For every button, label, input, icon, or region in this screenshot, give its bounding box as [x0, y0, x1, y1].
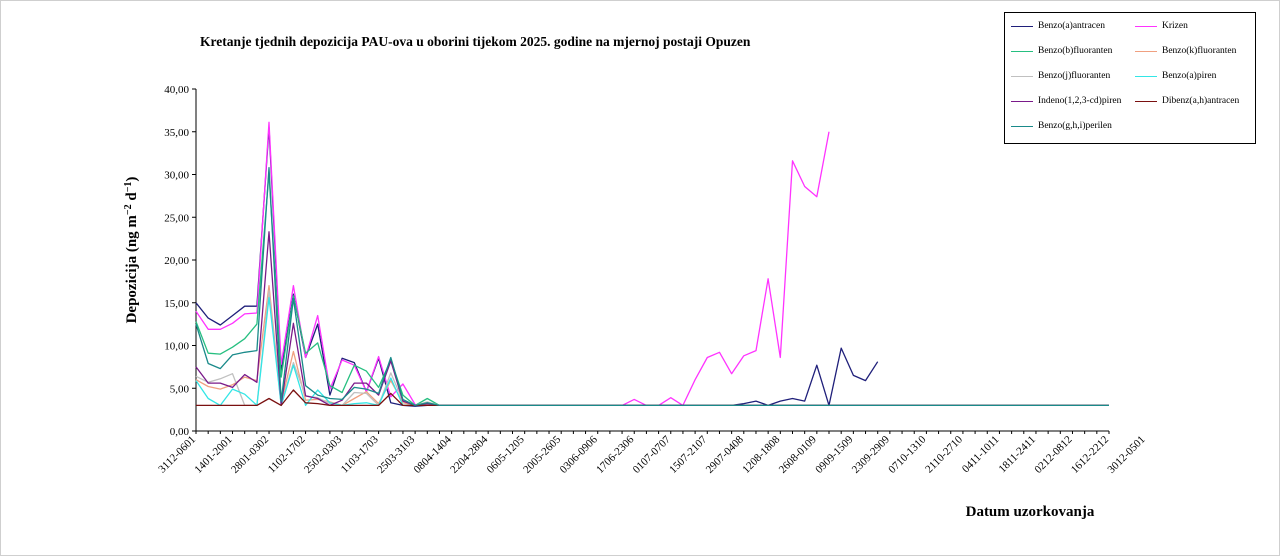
- legend-label: Benzo(j)fluoranten: [1038, 71, 1111, 81]
- legend-label: Indeno(1,2,3-cd)piren: [1038, 96, 1122, 106]
- y-tick-label: 5,00: [170, 383, 190, 395]
- y-tick-label: 30,00: [164, 170, 189, 182]
- x-tick-label: 2502-0303: [302, 433, 345, 476]
- x-tick-label: 2907-0408: [704, 433, 747, 476]
- x-tick-label: 1103-1703: [339, 433, 381, 475]
- x-tick-label: 0306-0906: [558, 433, 601, 476]
- series-line-0: [195, 126, 879, 407]
- chart-legend: Benzo(a)antracen Krizen Benzo(b)fluoranten…: [1004, 12, 1256, 144]
- legend-swatch: [1135, 75, 1157, 77]
- x-tick-label: 0411-1011: [960, 434, 1002, 476]
- series-line-5: [195, 296, 1109, 407]
- x-tick-label: 2204-2804: [448, 433, 491, 476]
- y-tick-label: 25,00: [164, 212, 189, 224]
- x-tick-label: 1507-2107: [667, 433, 710, 476]
- legend-label: Benzo(a)piren: [1162, 71, 1217, 81]
- legend-swatch: [1011, 100, 1033, 102]
- x-tick-label: 0710-1310: [886, 433, 929, 476]
- legend-item: Benzo(a)antracen: [1011, 19, 1105, 33]
- chart-title: Kretanje tjednih depozicija PAU-ova u ob…: [200, 34, 751, 49]
- legend-item: Benzo(a)piren: [1135, 69, 1216, 83]
- x-tick-label: 2503-3103: [375, 433, 418, 476]
- y-tick-label: 10,00: [164, 341, 189, 353]
- x-tick-label: 2608-0109: [777, 433, 820, 476]
- y-axis-title-part: −1: [123, 182, 134, 193]
- legend-swatch: [1011, 125, 1033, 127]
- x-tick-label: 2801-0302: [229, 434, 271, 476]
- x-tick-label: 1706-2306: [594, 433, 637, 476]
- legend-item: Benzo(b)fluoranten: [1011, 44, 1112, 58]
- legend-swatch: [1011, 75, 1033, 77]
- legend-label: Benzo(a)antracen: [1038, 21, 1105, 31]
- y-tick-label: 20,00: [164, 255, 189, 267]
- legend-swatch: [1135, 100, 1157, 102]
- y-axis-title-part: Depozicija (ng m: [124, 215, 140, 324]
- legend-item: Benzo(j)fluoranten: [1011, 69, 1110, 83]
- y-tick-label: 0,00: [170, 426, 190, 438]
- x-tick-label: 0804-1404: [412, 433, 455, 476]
- y-tick-label: 15,00: [164, 298, 189, 310]
- legend-swatch: [1135, 25, 1157, 27]
- legend-item: Krizen: [1135, 19, 1188, 33]
- legend-item: Benzo(g,h,i)perilen: [1011, 119, 1112, 133]
- legend-swatch: [1011, 25, 1033, 27]
- x-tick-label: 1208-1808: [740, 433, 783, 476]
- x-tick-label: 0212-0812: [1032, 434, 1074, 476]
- x-tick-label: 3112-0601: [156, 434, 198, 476]
- legend-label: Benzo(b)fluoranten: [1038, 46, 1113, 56]
- legend-swatch: [1135, 50, 1157, 52]
- x-tick-label: 3012-0501: [1105, 434, 1147, 476]
- y-axis-title-part: ): [124, 177, 140, 182]
- x-tick-label: 1102-1702: [266, 434, 308, 476]
- y-axis-title-part: d: [124, 192, 140, 205]
- legend-item: Benzo(k)fluoranten: [1135, 44, 1236, 58]
- legend-label: Dibenz(a,h)antracen: [1162, 96, 1240, 106]
- x-axis-title: Datum uzorkovanja: [966, 504, 1095, 520]
- series-line-4: [195, 290, 1109, 407]
- y-axis-title: Depozicija (ng m−2 d−1): [123, 177, 141, 324]
- legend-item: Indeno(1,2,3-cd)piren: [1011, 94, 1121, 108]
- legend-swatch: [1011, 50, 1033, 52]
- x-tick-label: 1811-2411: [996, 434, 1038, 476]
- x-tick-label: 2005-2605: [521, 433, 564, 476]
- x-tick-label: 2110-2710: [923, 433, 965, 475]
- series-line-2: [195, 172, 1109, 407]
- legend-label: Benzo(k)fluoranten: [1162, 46, 1237, 56]
- legend-label: Krizen: [1162, 21, 1188, 31]
- y-axis-title-part: −2: [123, 204, 134, 215]
- y-tick-label: 35,00: [164, 127, 189, 139]
- x-tick-label: 1612-2212: [1069, 434, 1111, 476]
- y-tick-label: 40,00: [164, 84, 189, 96]
- series-line-6: [195, 231, 1109, 407]
- series-line-8: [195, 167, 1109, 407]
- x-tick-label: 0107-0707: [631, 433, 674, 476]
- x-tick-label: 0605-1205: [485, 433, 528, 476]
- x-tick-label: 2309-2909: [850, 433, 893, 476]
- legend-item: Dibenz(a,h)antracen: [1135, 94, 1239, 108]
- x-tick-label: 1401-2001: [192, 434, 234, 476]
- x-tick-label: 0909-1509: [813, 433, 856, 476]
- legend-label: Benzo(g,h,i)perilen: [1038, 121, 1112, 131]
